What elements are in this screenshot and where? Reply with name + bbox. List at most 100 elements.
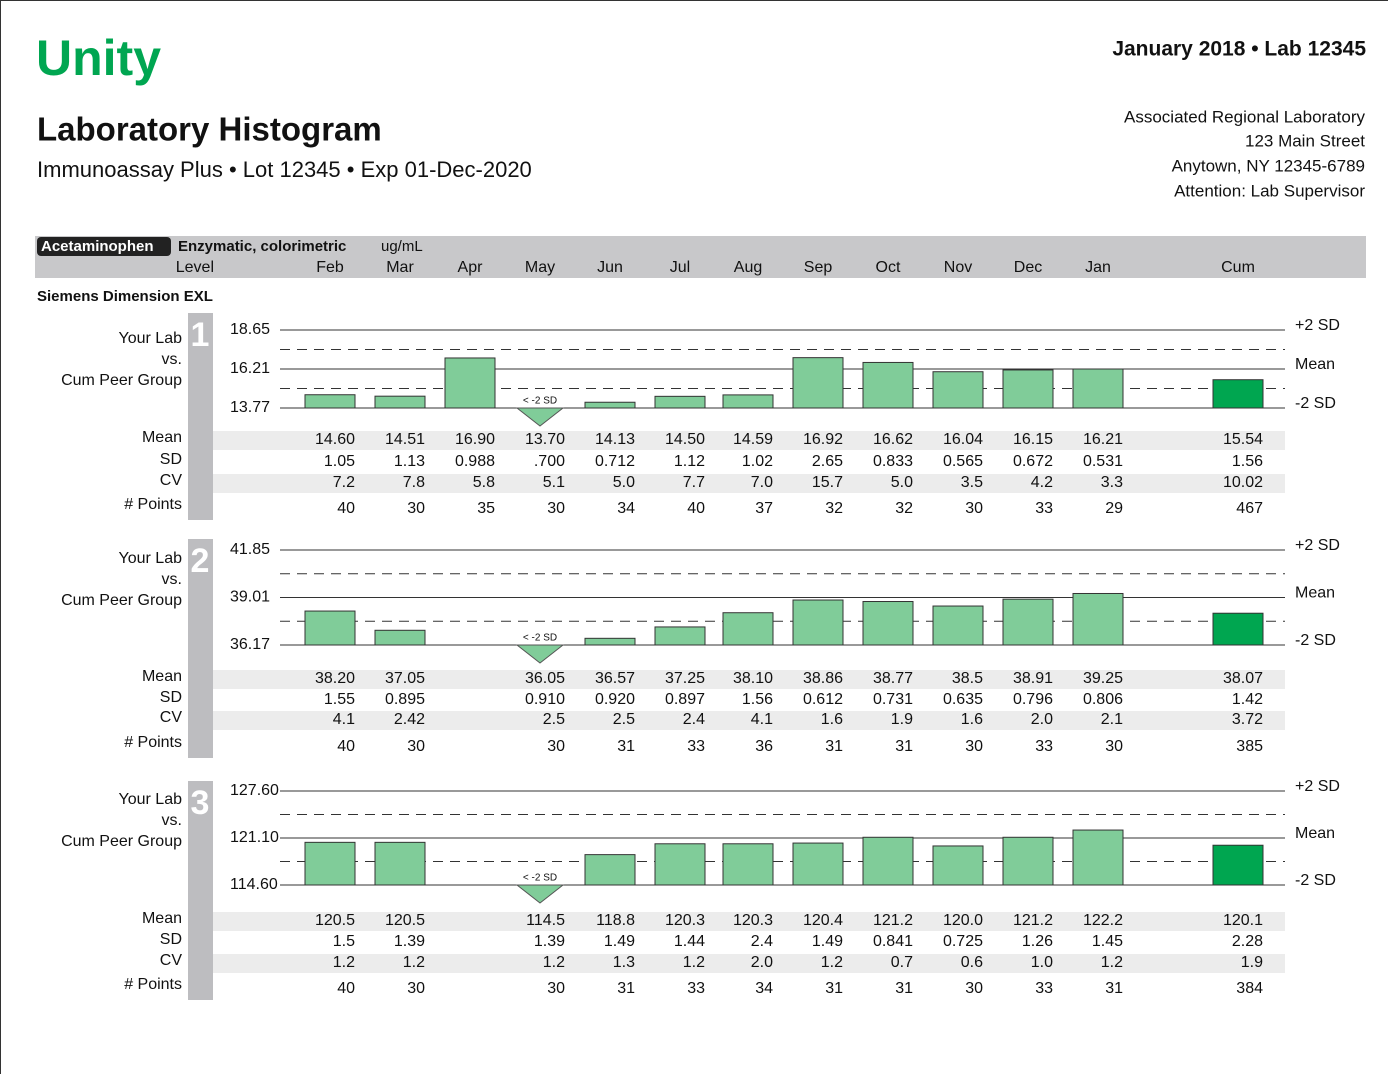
stat-value: 1.6	[821, 711, 843, 728]
stat-value: 5.8	[473, 474, 495, 491]
stat-value: 38.20	[315, 670, 355, 687]
stat-value: 36.05	[525, 670, 565, 687]
stat-value: 40	[687, 500, 705, 517]
analyte: Acetaminophen	[41, 238, 154, 255]
stat-value: 1.39	[534, 933, 565, 950]
stat-value: .700	[534, 453, 565, 470]
stat-value: 37.05	[385, 670, 425, 687]
mean-bar	[862, 836, 914, 886]
stat-value: 40	[337, 738, 355, 755]
stat-value: 34	[617, 500, 635, 517]
stat-value: 1.49	[604, 933, 635, 950]
compare-label: vs.	[162, 351, 182, 368]
stat-value: 31	[1105, 980, 1123, 997]
stat-value: 1.13	[394, 453, 425, 470]
stat-value: 0.895	[385, 691, 425, 708]
y-tick-label: 114.60	[230, 876, 278, 893]
stat-value: 16.62	[873, 431, 913, 448]
stat-value: 33	[1035, 500, 1053, 517]
stat-value: 5.0	[891, 474, 913, 491]
stat-value: 7.8	[403, 474, 425, 491]
row-label: SD	[160, 451, 182, 468]
y-tick-label: 13.77	[230, 399, 270, 416]
below-range-marker	[515, 884, 565, 904]
sd-line-label: Mean	[1295, 585, 1335, 602]
mean-bar	[1002, 836, 1054, 886]
row-shade	[213, 912, 1285, 931]
column-heading: May	[525, 259, 555, 276]
mean-bar	[862, 361, 914, 409]
row-shade	[213, 954, 1285, 973]
level-number: 3	[191, 784, 210, 822]
units: ug/mL	[381, 238, 423, 255]
stat-value: 36	[755, 738, 773, 755]
column-heading: Apr	[458, 259, 484, 276]
stat-value: 32	[895, 500, 913, 517]
stat-value: 16.21	[1083, 431, 1123, 448]
column-heading: Aug	[734, 259, 762, 276]
stat-value: 1.42	[1232, 691, 1263, 708]
stat-value: 33	[687, 738, 705, 755]
stat-value: 30	[965, 980, 983, 997]
stat-value: 0.806	[1083, 691, 1123, 708]
mean-bar	[932, 845, 984, 886]
stat-value: 3.72	[1232, 711, 1263, 728]
level-number: 2	[191, 542, 210, 580]
stat-value: 1.2	[821, 954, 843, 971]
stat-value: 33	[687, 980, 705, 997]
test-header-bar	[35, 236, 1366, 278]
stat-value: 0.565	[943, 453, 983, 470]
mean-bar	[1212, 379, 1264, 409]
level-band	[188, 313, 213, 520]
stat-value: 384	[1236, 980, 1263, 997]
compare-label: Your Lab	[119, 550, 183, 567]
stat-value: 14.59	[733, 431, 773, 448]
sd-line-label: -2 SD	[1295, 395, 1336, 412]
address-line: 123 Main Street	[1245, 131, 1365, 150]
row-label: CV	[160, 709, 183, 726]
sd-line-label: -2 SD	[1295, 632, 1336, 649]
sd-line-label: +2 SD	[1295, 537, 1340, 554]
stat-value: 38.77	[873, 670, 913, 687]
stat-value: 1.9	[1241, 954, 1263, 971]
stat-value: 1.2	[683, 954, 705, 971]
column-heading: Jul	[670, 259, 690, 276]
stat-value: 1.56	[742, 691, 773, 708]
column-heading: Jan	[1085, 259, 1111, 276]
stat-value: 16.90	[455, 431, 495, 448]
stat-value: 2.1	[1101, 711, 1123, 728]
report-subtitle: Immunoassay Plus • Lot 12345 • Exp 01-De…	[37, 157, 532, 182]
column-heading: Dec	[1014, 259, 1042, 276]
stat-value: 1.05	[324, 453, 355, 470]
stat-value: 385	[1236, 738, 1263, 755]
stat-value: 0.725	[943, 933, 983, 950]
stat-value: 0.712	[595, 453, 635, 470]
level-heading: Level	[176, 259, 214, 276]
address-line: Attention: Lab Supervisor	[1174, 181, 1365, 200]
below-range-marker	[515, 407, 565, 427]
stat-value: 0.988	[455, 453, 495, 470]
y-tick-label: 121.10	[230, 829, 279, 846]
stat-value: 120.0	[943, 912, 983, 929]
y-tick-label: 18.65	[230, 321, 270, 338]
stat-value: 31	[825, 980, 843, 997]
row-label: # Points	[124, 734, 182, 751]
mean-bar	[792, 842, 844, 886]
stat-value: 31	[617, 980, 635, 997]
stat-value: 38.5	[952, 670, 983, 687]
stat-value: 1.49	[812, 933, 843, 950]
stat-value: 2.5	[543, 711, 565, 728]
stat-value: 14.13	[595, 431, 635, 448]
stat-value: 114.5	[526, 912, 565, 929]
logo: Unity	[36, 30, 161, 86]
column-heading: Sep	[804, 259, 833, 276]
stat-value: 118.8	[596, 912, 635, 929]
stat-value: 1.26	[1022, 933, 1053, 950]
mean-bar	[1072, 592, 1124, 646]
stat-value: 30	[407, 738, 425, 755]
stat-value: 120.5	[385, 912, 425, 929]
compare-label: vs.	[162, 571, 182, 588]
stat-value: 1.56	[1232, 453, 1263, 470]
stat-value: 1.2	[543, 954, 565, 971]
period: January 2018 • Lab 12345	[1112, 38, 1366, 61]
